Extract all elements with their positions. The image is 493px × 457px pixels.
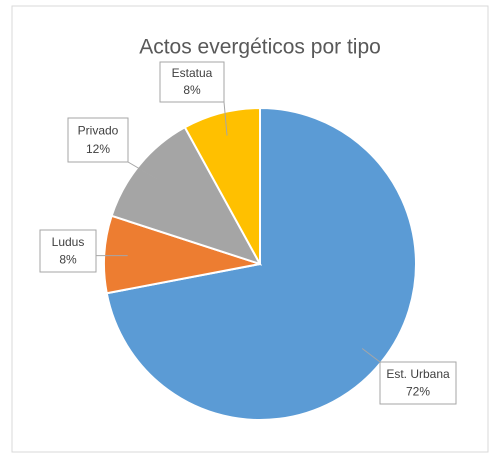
category-label: Est. Urbana (386, 367, 450, 381)
callout-box (159, 61, 225, 103)
value-label: 8% (183, 83, 201, 97)
callout-leader (223, 101, 228, 136)
callout-box (379, 361, 457, 405)
category-label: Ludus (52, 235, 85, 249)
value-label: 12% (86, 142, 110, 156)
callout-box (39, 229, 97, 273)
callout-leader (127, 161, 159, 180)
category-label: Estatua (172, 66, 213, 80)
callout-leader (361, 348, 381, 363)
category-label: Privado (78, 123, 119, 137)
chart-title: Actos evergéticos por tipo (139, 36, 381, 59)
value-label: 8% (59, 252, 77, 266)
value-label: 72% (406, 384, 430, 398)
pie-slice (110, 125, 263, 266)
pie-slice (183, 106, 261, 265)
callout-box (67, 117, 129, 163)
